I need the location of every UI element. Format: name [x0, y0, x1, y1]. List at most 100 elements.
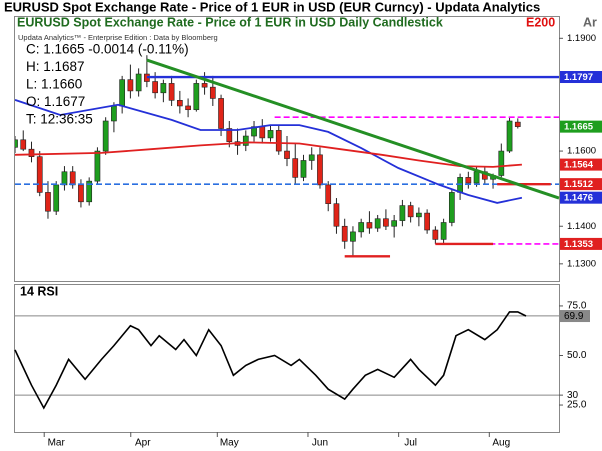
candle-body	[358, 222, 365, 233]
candle-body	[432, 229, 439, 240]
moving-average	[15, 99, 523, 204]
price-label: 1.1665	[564, 122, 594, 133]
chart-tag: E200	[526, 15, 555, 29]
candle-body	[152, 81, 158, 94]
rsi-line	[14, 311, 527, 410]
candle-body	[366, 222, 373, 229]
y-tick-label: 1.1400	[567, 221, 596, 232]
candle-body	[15, 139, 18, 148]
window-title: EURUSD Spot Exchange Rate - Price of 1 E…	[4, 0, 540, 14]
candle-body	[28, 148, 35, 158]
info-line: L: 1.1660	[26, 77, 82, 92]
candle-body	[275, 130, 282, 152]
candle-body	[399, 205, 406, 221]
candle-body	[341, 225, 348, 242]
info-line: O: 1.1677	[26, 94, 85, 109]
price-label: 1.1512	[564, 179, 593, 190]
candle-body	[416, 212, 422, 218]
candle-body	[127, 79, 134, 92]
candle-body	[333, 203, 340, 227]
candle-body	[69, 171, 76, 186]
candle-body	[300, 160, 307, 178]
candle-body	[383, 218, 389, 227]
info-line: T: 12:36:35	[26, 112, 93, 127]
y-tick-label: 25.0	[567, 400, 587, 411]
candle-body	[350, 231, 356, 242]
x-tick-label: Jun	[312, 438, 328, 449]
price-label: 1.1353	[564, 239, 593, 250]
candle-body	[20, 139, 27, 150]
candle-body	[506, 120, 513, 152]
candle-body	[102, 120, 109, 152]
chart-tag: Ar	[583, 15, 597, 29]
price-label: 1.1564	[564, 160, 594, 171]
price-label-box	[560, 120, 602, 133]
info-line: H: 1.1687	[26, 59, 85, 74]
y-tick-label: 1.1600	[567, 146, 596, 157]
rsi-value-label: 69.9	[564, 311, 584, 322]
price-label: 1.1476	[564, 193, 593, 204]
price-label: 1.1797	[564, 72, 593, 83]
candle-body	[111, 105, 117, 122]
rsi-title: 14 RSI	[20, 284, 58, 298]
trendline	[146, 58, 560, 200]
candle-body	[36, 156, 43, 193]
price-panel-frame	[14, 16, 560, 282]
x-tick-label: Mar	[48, 438, 66, 449]
candle-body	[407, 205, 414, 218]
price-label-box	[560, 191, 602, 204]
y-tick-label: 75.0	[567, 301, 587, 312]
candle-body	[86, 180, 93, 203]
layers: 1.1900 1.1600 1.1400 1.1300 1.1797 1.1665 1.15…	[14, 15, 602, 449]
candle-body	[267, 130, 274, 139]
candle-body	[251, 126, 257, 137]
candle-body	[176, 100, 183, 107]
y-tick-label: 1.1300	[567, 258, 596, 269]
chart-title: EURUSD Spot Exchange Rate - Price of 1 E…	[17, 15, 443, 29]
x-tick-label: Aug	[492, 438, 510, 449]
candle-body	[78, 184, 84, 203]
price-label-box	[560, 178, 602, 191]
candle-body	[448, 192, 455, 223]
candle-body	[284, 150, 290, 159]
candle-body	[465, 177, 472, 184]
x-tick-label: Jul	[404, 438, 417, 449]
candle-body	[61, 171, 68, 186]
candle-body	[193, 83, 200, 111]
candle-body	[94, 150, 101, 182]
candle-body	[201, 83, 208, 88]
candle-body	[473, 171, 480, 184]
plot	[15, 55, 559, 258]
candle-body	[308, 154, 315, 161]
y-tick-label: 1.1900	[567, 33, 596, 44]
candle-body	[374, 218, 381, 229]
candle-body	[226, 128, 233, 142]
candle-body	[185, 105, 191, 111]
info-line: C: 1.1665 -0.0014 (-0.11%)	[26, 42, 189, 57]
y-tick-label: 50.0	[567, 350, 587, 361]
candle-body	[168, 83, 175, 101]
candle-body	[391, 220, 398, 227]
candle-body	[53, 184, 60, 212]
price-label-box	[560, 237, 602, 250]
price-label-box	[560, 158, 602, 171]
candle-body	[135, 73, 142, 92]
rsi-value-box	[560, 310, 590, 323]
price-label-box	[560, 71, 602, 84]
candle-body	[218, 98, 224, 129]
candle-body	[292, 158, 299, 178]
candle-body	[514, 121, 521, 127]
y-tick-label: 30	[567, 390, 579, 401]
candle-body	[317, 154, 323, 186]
candle-body	[259, 126, 266, 139]
candle-body	[424, 212, 430, 231]
candle-body	[440, 222, 447, 240]
candle-body	[209, 86, 216, 99]
candle-body	[325, 184, 332, 204]
chart-subtitle: Updata Analytics™ - Enterprise Edition :…	[18, 33, 218, 42]
candle-body	[160, 83, 167, 94]
candle-body	[498, 150, 505, 176]
candle-body	[242, 135, 249, 146]
